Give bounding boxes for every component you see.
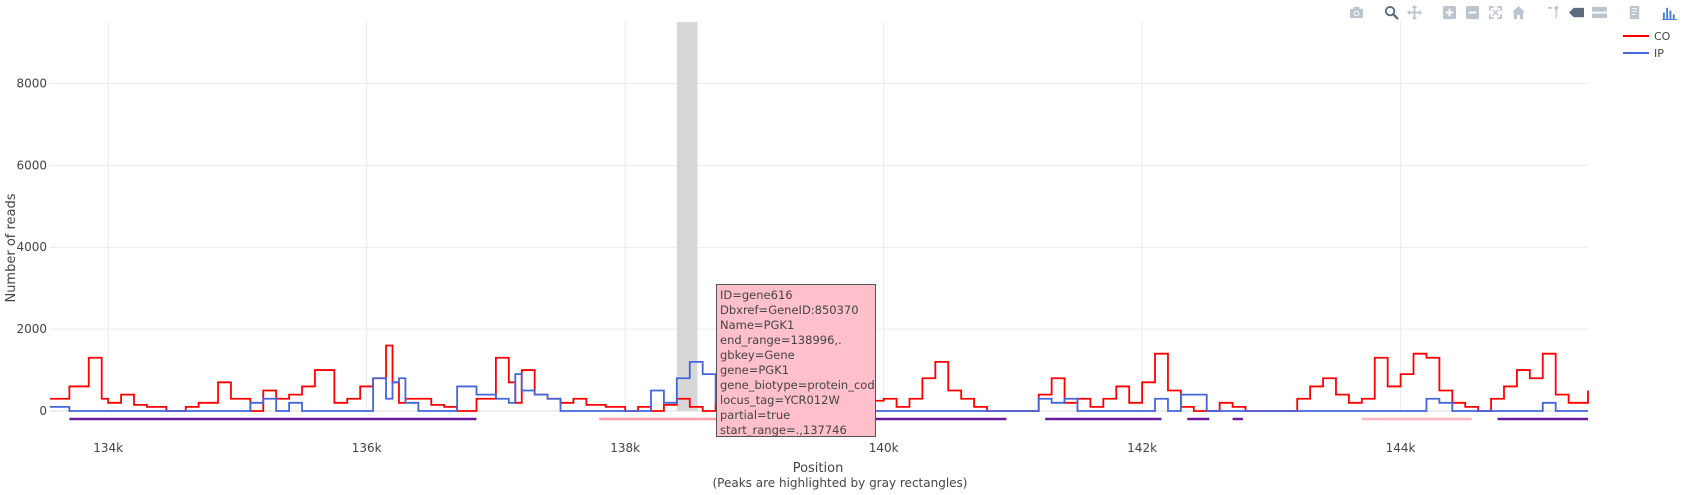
hover-line: locus_tag=YCR012W [720,393,840,407]
spike-lines-icon[interactable] [1544,3,1563,22]
zoom-out-icon[interactable] [1463,3,1482,22]
y-tick-label: 0 [39,404,47,418]
ticks-layer: 134k 136k 138k 140k 142k 144k 0 2000 4000 6000 800… [16,76,1415,455]
x-tick-label: 144k [1386,441,1416,455]
y-tick-label: 6000 [16,158,47,172]
hover-line: Dbxref=GeneID:850370 [720,303,859,317]
edit-icon[interactable] [1625,3,1644,22]
hover-closest-icon[interactable] [1567,3,1586,22]
hover-line: end_range=138996,. [720,333,842,347]
hover-line: partial=true [720,408,791,422]
hover-line: gene_biotype=protein_coding [720,378,876,392]
y-tick-label: 2000 [16,322,47,336]
x-tick-label: 138k [610,441,640,455]
x-tick-label: 134k [93,441,123,455]
hover-line: ID=gene616 [720,288,793,302]
plotly-logo-icon[interactable] [1660,3,1679,22]
x-tick-label: 142k [1127,441,1157,455]
hover-line: gene=PGK1 [720,363,790,377]
zoom-icon[interactable] [1382,3,1401,22]
y-tick-label: 4000 [16,240,47,254]
x-axis-subtitle: (Peaks are highlighted by gray rectangle… [713,476,968,490]
camera-icon[interactable] [1347,3,1366,22]
legend-label-co[interactable]: CO [1654,30,1671,43]
x-tick-label: 140k [869,441,899,455]
legend-label-ip[interactable]: IP [1654,47,1664,60]
y-axis-title: Number of reads [4,193,19,302]
y-tick-label: 8000 [16,76,47,90]
hover-line: start_range=.,137746 [720,423,847,437]
zoom-in-icon[interactable] [1440,3,1459,22]
x-tick-label: 136k [352,441,382,455]
peak-layer [676,22,698,411]
home-icon[interactable] [1509,3,1528,22]
hover-compare-icon[interactable] [1590,3,1609,22]
modebar [1347,2,1679,22]
autoscale-icon[interactable] [1486,3,1505,22]
gene-hover-tooltip: ID=gene616 Dbxref=GeneID:850370 Name=PGK… [716,284,876,437]
hover-line: Name=PGK1 [720,318,795,332]
hover-line: gbkey=Gene [720,348,795,362]
x-axis-title: Position [793,461,844,476]
pan-icon[interactable] [1405,3,1424,22]
peak-rect [676,22,698,411]
legend[interactable]: CO IP [1623,30,1671,60]
